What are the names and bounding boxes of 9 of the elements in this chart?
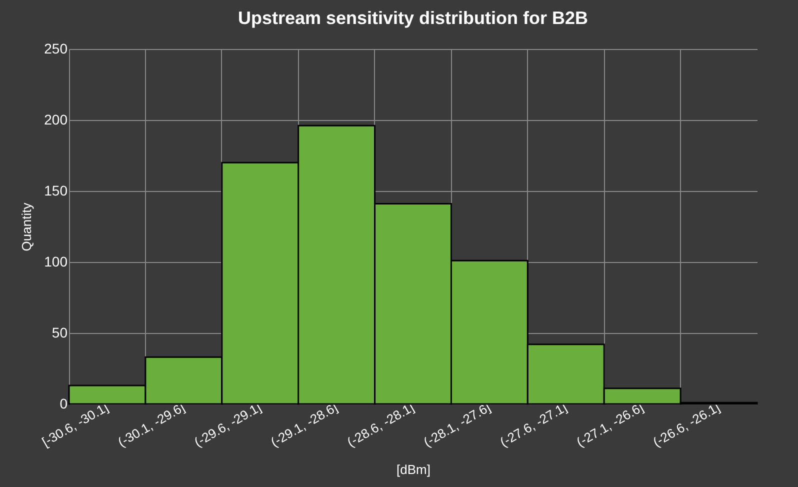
y-axis-title: Quantity (19, 202, 34, 252)
y-tick-label: 250 (44, 40, 68, 56)
y-tick-label: 150 (44, 182, 68, 198)
y-tick-label: 200 (44, 112, 68, 128)
y-tick-label: 50 (52, 324, 68, 340)
y-tick-label: 100 (44, 254, 68, 270)
x-axis-title: [dBm] (396, 462, 430, 477)
y-tick-label: 0 (60, 396, 68, 412)
chart-title: Upstream sensitivity distribution for B2B (238, 8, 588, 28)
